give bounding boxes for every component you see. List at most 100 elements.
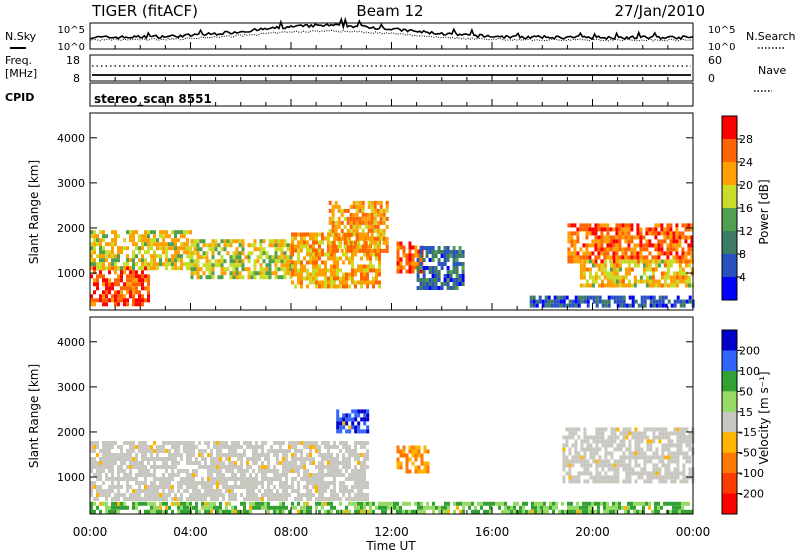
heatmap-cell (348, 509, 351, 514)
heatmap-cell (214, 259, 218, 264)
heatmap-cell (253, 267, 257, 272)
heatmap-cell (634, 471, 638, 476)
heatmap-cell (217, 243, 221, 248)
heatmap-cell (171, 453, 174, 457)
heatmap-cell (147, 246, 150, 251)
heatmap-cell (669, 227, 673, 232)
heatmap-cell (309, 493, 312, 497)
heatmap-cell (529, 303, 533, 308)
heatmap-cell (126, 286, 129, 291)
heatmap-cell (276, 457, 279, 461)
heatmap-cell (267, 453, 270, 457)
heatmap-cell (354, 441, 357, 445)
heatmap-cell (144, 445, 147, 449)
heatmap-cell (162, 230, 165, 235)
heatmap-cell (658, 439, 662, 444)
heatmap-cell (270, 505, 273, 510)
heatmap-cell (361, 204, 365, 209)
heatmap-cell (339, 276, 342, 281)
heatmap-cell (120, 461, 123, 465)
heatmap-cell (336, 276, 339, 281)
beam-title: Beam 12 (356, 2, 423, 20)
heatmap-cell (342, 421, 346, 426)
heatmap-cell (327, 248, 330, 253)
heatmap-cell (615, 509, 618, 514)
heatmap-cell (321, 441, 324, 445)
heatmap-cell (411, 265, 415, 270)
heatmap-cell (235, 271, 239, 276)
heatmap-cell (661, 435, 665, 440)
heatmap-cell (399, 461, 403, 466)
heatmap-cell (355, 212, 359, 217)
heatmap-cell (276, 509, 279, 514)
heatmap-cell (440, 286, 444, 290)
heatmap-cell (279, 461, 282, 465)
heatmap-cell (120, 493, 123, 497)
heatmap-cell (96, 469, 99, 473)
heatmap-cell (604, 479, 608, 484)
heatmap-cell (586, 479, 590, 484)
heatmap-cell (342, 465, 345, 469)
heatmap-cell (210, 493, 213, 497)
heatmap-cell (165, 501, 168, 506)
heatmap-cell (171, 254, 174, 259)
heatmap-cell (417, 505, 420, 510)
heatmap-cell (357, 501, 360, 506)
heatmap-cell (452, 270, 456, 274)
heatmap-cell (168, 262, 171, 267)
heatmap-cell (682, 439, 686, 444)
heatmap-cell (90, 445, 93, 449)
heatmap-cell (363, 453, 366, 457)
heatmap-cell (141, 453, 144, 457)
heatmap-cell (144, 266, 147, 271)
heatmap-cell (571, 475, 575, 480)
heatmap-cell (661, 303, 665, 308)
heatmap-cell (399, 265, 403, 270)
heatmap-cell (582, 255, 586, 260)
heatmap-cell (363, 280, 366, 285)
heatmap-cell (156, 242, 159, 247)
heatmap-cell (234, 449, 237, 453)
heatmap-cell (654, 255, 658, 260)
heatmap-cell (562, 451, 566, 456)
heatmap-cell (639, 243, 643, 248)
heatmap-cell (443, 254, 447, 258)
heatmap-cell (111, 242, 114, 247)
heatmap-cell (262, 251, 266, 256)
heatmap-cell (631, 455, 635, 460)
heatmap-cell (117, 234, 120, 239)
heatmap-cell (452, 278, 456, 282)
heatmap-cell (417, 445, 421, 450)
heatmap-cell (195, 461, 198, 465)
heatmap-cell (250, 275, 254, 280)
heatmap-cell (129, 445, 132, 449)
heatmap-cell (682, 303, 686, 308)
heatmap-cell (232, 251, 236, 256)
heatmap-cell (336, 284, 339, 289)
heatmap-cell (431, 266, 435, 270)
heatmap-cell (658, 303, 662, 308)
heatmap-cell (666, 283, 670, 288)
heatmap-cell (591, 243, 595, 248)
heatmap-cell (210, 457, 213, 461)
heatmap-cell (120, 485, 123, 489)
heatmap-cell (232, 239, 236, 244)
heatmap-cell (108, 449, 111, 453)
heatmap-cell (99, 449, 102, 453)
heatmap-cell (234, 445, 237, 449)
heatmap-cell (303, 457, 306, 461)
heatmap-cell (452, 254, 456, 258)
heatmap-cell (543, 509, 546, 514)
heatmap-cell (661, 451, 665, 456)
heatmap-cell (223, 259, 227, 264)
heatmap-cell (99, 477, 102, 481)
heatmap-cell (658, 427, 662, 432)
heatmap-cell (606, 505, 609, 510)
heatmap-cell (261, 453, 264, 457)
heatmap-cell (342, 417, 346, 422)
heatmap-cell (285, 481, 288, 485)
velocity-y-label: Slant Range [km] (27, 364, 41, 468)
heatmap-cell (414, 261, 418, 266)
heatmap-cell (372, 264, 375, 269)
heatmap-cell (318, 481, 321, 485)
